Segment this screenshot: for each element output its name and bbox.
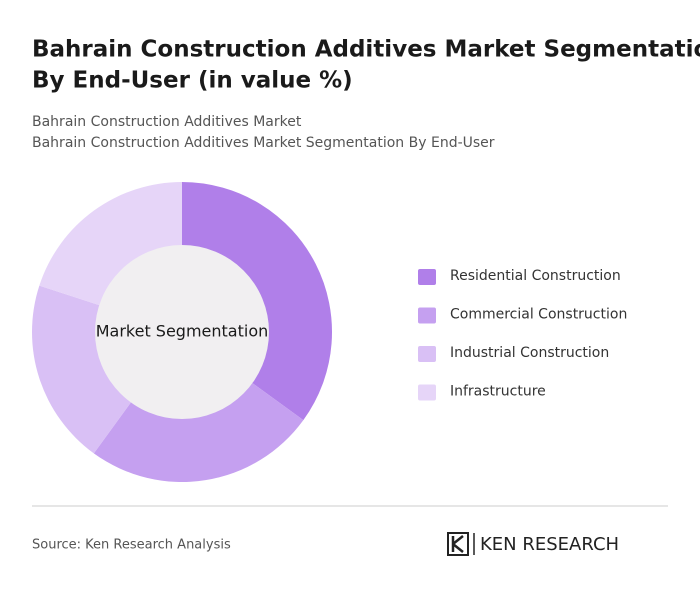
- legend-label: Residential Construction: [450, 268, 621, 284]
- donut-hole: [95, 245, 269, 419]
- chart-title: By End-User (in value %): [32, 68, 353, 94]
- logo-icon: [447, 532, 475, 556]
- center-label: Market Segmentation: [96, 322, 269, 341]
- legend-label: Commercial Construction: [450, 307, 627, 323]
- legend-swatch: [418, 384, 436, 401]
- chart-title: Bahrain Construction Additives Market Se…: [32, 37, 700, 63]
- legend-swatch: [418, 346, 436, 362]
- source: Source: Ken Research Analysis: [32, 538, 231, 553]
- legend-swatch: [418, 307, 436, 324]
- chart-subtitle: Bahrain Construction Additives Market Se…: [32, 135, 495, 151]
- legend-label: Industrial Construction: [450, 345, 609, 361]
- logo-text: KEN RESEARCH: [480, 534, 619, 555]
- chart-subtitle: Bahrain Construction Additives Market: [32, 114, 302, 130]
- legend-swatch: [418, 269, 436, 285]
- legend-label: Infrastructure: [450, 384, 546, 400]
